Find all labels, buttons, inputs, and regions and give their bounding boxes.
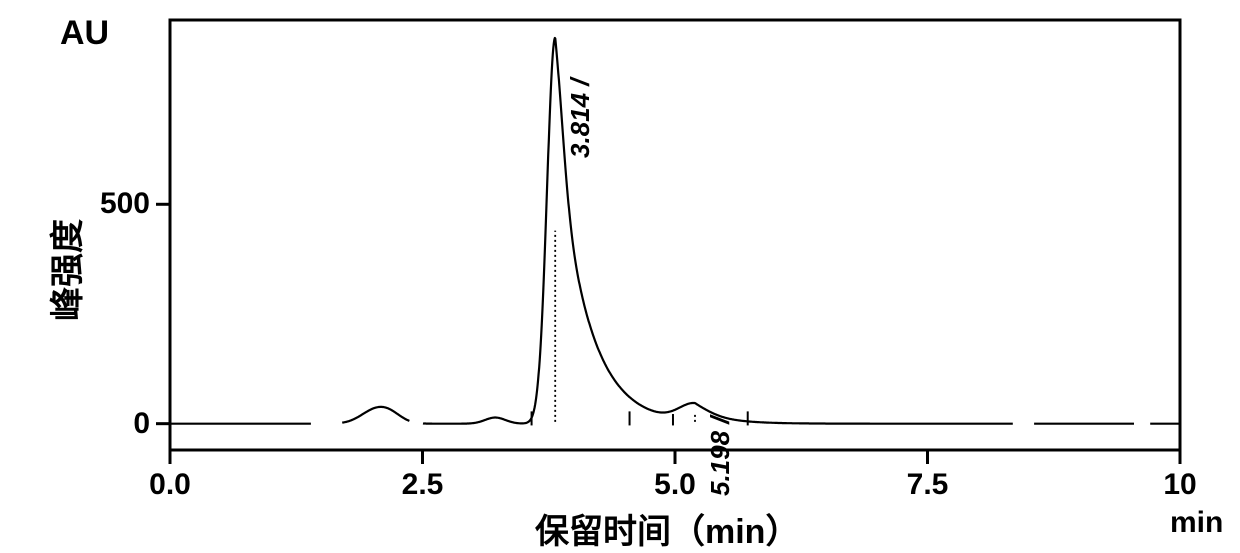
y-tick-label: 0 <box>133 407 150 441</box>
plot-svg <box>0 0 1240 548</box>
x-axis-unit: min <box>1170 506 1223 540</box>
x-tick-label: 2.5 <box>383 468 463 502</box>
x-axis-label: 保留时间（min） <box>535 504 799 553</box>
x-tick-label: 7.5 <box>888 468 968 502</box>
y-axis-label: 峰强度 <box>40 219 89 321</box>
y-tick-label: 500 <box>100 187 150 221</box>
x-tick-label: 0.0 <box>130 468 210 502</box>
chromatogram-chart: AU 峰强度 保留时间（min） min 0.02.55.07.51005003… <box>0 0 1240 548</box>
peak-label: 3.814 / <box>565 78 596 158</box>
peak-label: 5.198 / <box>705 417 736 497</box>
x-tick-label: 5.0 <box>635 468 715 502</box>
x-tick-label: 10 <box>1140 468 1220 502</box>
y-axis-unit: AU <box>60 14 109 53</box>
